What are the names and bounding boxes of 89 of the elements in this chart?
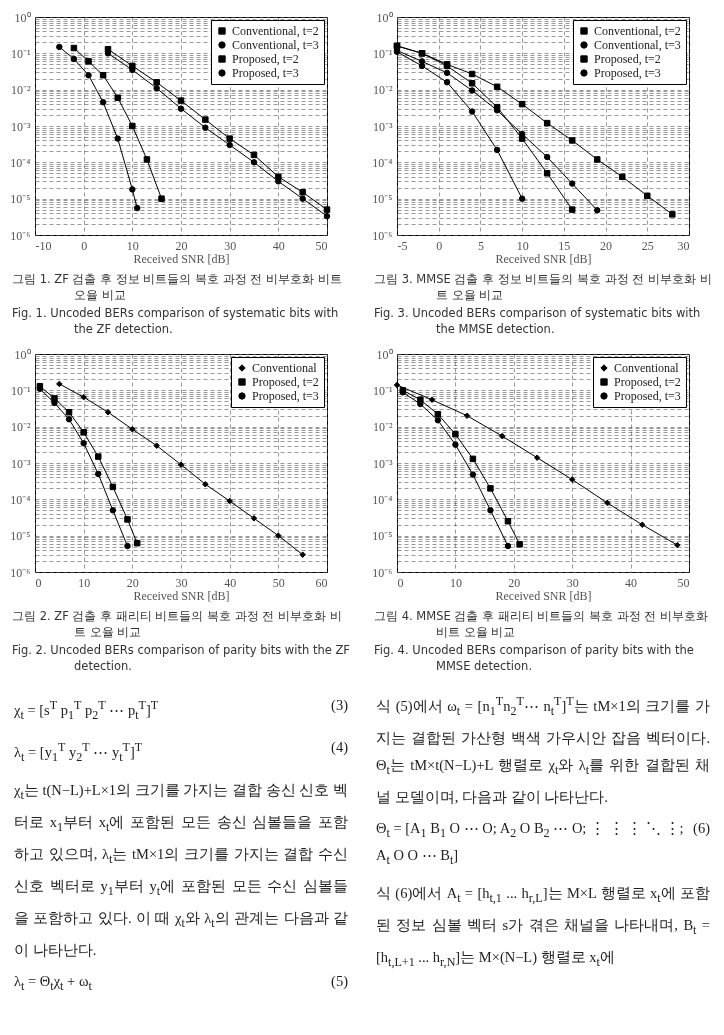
caption: 그림 1. ZF 검출 후 정보 비트들의 복호 과정 전 비부호화 비트 오율 비교 [12, 271, 343, 303]
y-tick-label: 10⁻⁴ [10, 155, 31, 170]
y-tick-label: 10⁻¹ [372, 383, 393, 398]
y-tick-label: 10⁻² [10, 83, 31, 98]
x-tick-label: 10 [516, 238, 529, 253]
legend-label: Proposed, t=3 [232, 66, 299, 80]
y-tick-label: 10⁻² [10, 420, 31, 435]
legend-label: Conventional, t=2 [594, 24, 681, 38]
x-tick-label: 5 [477, 238, 484, 253]
x-tick-label: 50 [272, 575, 285, 590]
y-tick-label: 10⁻⁶ [10, 228, 31, 243]
legend-label: Proposed, t=2 [252, 375, 319, 389]
x-tick-label: 50 [677, 575, 690, 590]
y-tick-label: 10⁻³ [10, 119, 31, 134]
text: 식 (5)에서 ω$_{t}$ = [n$_{1}$$^{T}$n$_{2}$$^{T}$⋯ n$_{t}$$^{T}$]$^{T}$는 tM×1의 크기를 가지는 결합된 가산형 백색 가우시안 잡음 벡터이다. Θ$_{t}$는 tM×t(N−L)+L 행렬로 χ$_{t}$와 λ$_{t}$를 위한 결합된 채널 모델이며, 다음과 같이 나타난다. [376, 694, 711, 805]
x-tick-label: 0 [397, 575, 404, 590]
x-axis-title: Received SNR [dB] [495, 251, 592, 266]
x-tick-label: -5 [397, 238, 408, 253]
x-tick-label: 30 [677, 238, 690, 253]
y-tick-label: 10⁻⁵ [372, 529, 393, 544]
y-tick-label: 10⁰ [14, 10, 31, 25]
y-tick-label: 10⁰ [376, 10, 393, 25]
text: χ$_{t}$ = [s$^{T}$ p$_{1}$$^{T}$ p$_{2}$$^{T}$ ⋯ p$_{t}$$^{T}$]$^{T}$ (3) [14, 697, 348, 722]
y-tick-label: 10⁻⁴ [10, 492, 31, 507]
legend-label: Proposed, t=3 [594, 66, 661, 80]
x-tick-label: 30 [566, 575, 579, 590]
x-tick-label: 40 [272, 238, 285, 253]
caption: Fig. 3. Uncoded BERs comparison of systematic bits with the MMSE detection. [374, 305, 702, 337]
caption: Fig. 1. Uncoded BERs comparison of systematic bits with the ZF detection. [12, 305, 340, 337]
legend-label: Conventional [252, 361, 318, 375]
legend-label: Conventional, t=2 [232, 24, 319, 38]
x-tick-label: 10 [78, 575, 91, 590]
caption: 그림 2. ZF 검출 후 패리티 비트들의 복호 과정 전 비부호화 비트 오율 비교 [12, 608, 343, 640]
caption: Fig. 2. Uncoded BERs comparison of parity bits with the ZF detection. [12, 642, 350, 674]
y-tick-label: 10⁰ [376, 347, 393, 362]
x-tick-label: 50 [315, 238, 328, 253]
y-tick-label: 10⁻⁶ [372, 565, 393, 580]
x-axis-title: Received SNR [dB] [133, 588, 230, 603]
text: χ$_{t}$는 t(N−L)+L×1의 크기를 가지는 결합 송신 신호 벡터로 x$_{1}$부터 x$_{t}$에 포함된 모든 송신 심볼들을 포함하고 있으며, λ$_{t}$는 tM×1의 크기를 가지는 결합 수신 신호 벡터로 y$_{1}$부터 y$_{t}$에 포함된 모든 수신 심볼들을 포함하고 있다. 이 때 χ$_{t}$와 λ$_{t}$의 관계는 다음과 같이 나타난다. [14, 782, 349, 958]
x-tick-label: 25 [641, 238, 654, 253]
x-tick-label: 10 [126, 238, 139, 253]
x-tick-label: 0 [35, 575, 42, 590]
y-tick-label: 10⁻² [372, 420, 393, 435]
x-tick-label: 20 [175, 238, 188, 253]
y-tick-label: 10⁻⁵ [10, 529, 31, 544]
x-tick-label: 40 [625, 575, 638, 590]
x-tick-label: 30 [224, 238, 237, 253]
legend-label: Proposed, t=2 [594, 52, 661, 66]
caption: 그림 3. MMSE 검출 후 정보 비트들의 복호 과정 전 비부호화 비트 오율 비교 [374, 271, 712, 303]
caption: 그림 4. MMSE 검출 후 패리티 비트들의 복호 과정 전 비부호화 비트 오율 비교 [374, 608, 709, 640]
text: Θ$_{t}$ = [A$_{1}$ B$_{1}$ O ⋯ O; A$_{2}$ O B$_{2}$ ⋯ O; ⋮ ⋮ ⋮ ⋱ ⋮; A$_{t}$ O O ⋯ B$_{t}$] (6) [376, 819, 710, 867]
y-tick-label: 10⁻¹ [10, 383, 31, 398]
x-tick-label: 20 [126, 575, 139, 590]
y-tick-label: 10⁻⁶ [372, 228, 393, 243]
y-tick-label: 10⁻⁶ [10, 565, 31, 580]
legend-label: Proposed, t=2 [232, 52, 299, 66]
y-tick-label: 10⁰ [14, 347, 31, 362]
x-tick-label: 40 [224, 575, 237, 590]
x-tick-label: 0 [436, 238, 443, 253]
x-tick-label: 20 [508, 575, 521, 590]
y-tick-label: 10⁻¹ [10, 46, 31, 61]
legend-label: Proposed, t=2 [614, 375, 681, 389]
text: 식 (6)에서 A$_{t}$ = [h$_{t,1}$ ... h$_{r,L}$]는 M×L 행렬로 x$_{t}$에 포함된 정보 심볼 벡터 s가 겪은 채널을 나타내며, B$_{t}$ = [h$_{t,L+1}$ ... h$_{r,N}$]는 M×(N−L) 행렬로 x$_{t}$에 [376, 885, 711, 970]
y-tick-label: 10⁻⁴ [372, 492, 393, 507]
x-tick-label: 10 [449, 575, 462, 590]
x-axis-title: Received SNR [dB] [133, 251, 230, 266]
x-axis-title: Received SNR [dB] [495, 588, 592, 603]
x-tick-label: 60 [315, 575, 328, 590]
text: λ$_{t}$ = Θ$_{t}$χ$_{t}$ + ω$_{t}$ (5) [14, 972, 348, 993]
legend-label: Conventional [614, 361, 680, 375]
x-tick-label: -10 [35, 238, 52, 253]
y-tick-label: 10⁻³ [372, 456, 393, 471]
legend-label: Conventional, t=3 [594, 38, 681, 52]
y-tick-label: 10⁻⁴ [372, 155, 393, 170]
caption: Fig. 4. Uncoded BERs comparison of parity bits with the MMSE detection. [374, 642, 695, 674]
x-tick-label: 30 [175, 575, 188, 590]
legend-label: Conventional, t=3 [232, 38, 319, 52]
x-tick-label: 20 [600, 238, 613, 253]
legend-label: Proposed, t=3 [252, 389, 319, 403]
y-tick-label: 10⁻² [372, 83, 393, 98]
y-tick-label: 10⁻³ [372, 119, 393, 134]
y-tick-label: 10⁻⁵ [10, 192, 31, 207]
x-tick-label: 0 [81, 238, 88, 253]
y-tick-label: 10⁻³ [10, 456, 31, 471]
legend-label: Proposed, t=3 [614, 389, 681, 403]
x-tick-label: 15 [558, 238, 571, 253]
y-tick-label: 10⁻⁵ [372, 192, 393, 207]
y-tick-label: 10⁻¹ [372, 46, 393, 61]
text: λ$_{t}$ = [y$_{1}$$^{T}$ y$_{2}$$^{T}$ ⋯ y$_{t}$$^{T}$]$^{T}$ (4) [14, 738, 348, 764]
